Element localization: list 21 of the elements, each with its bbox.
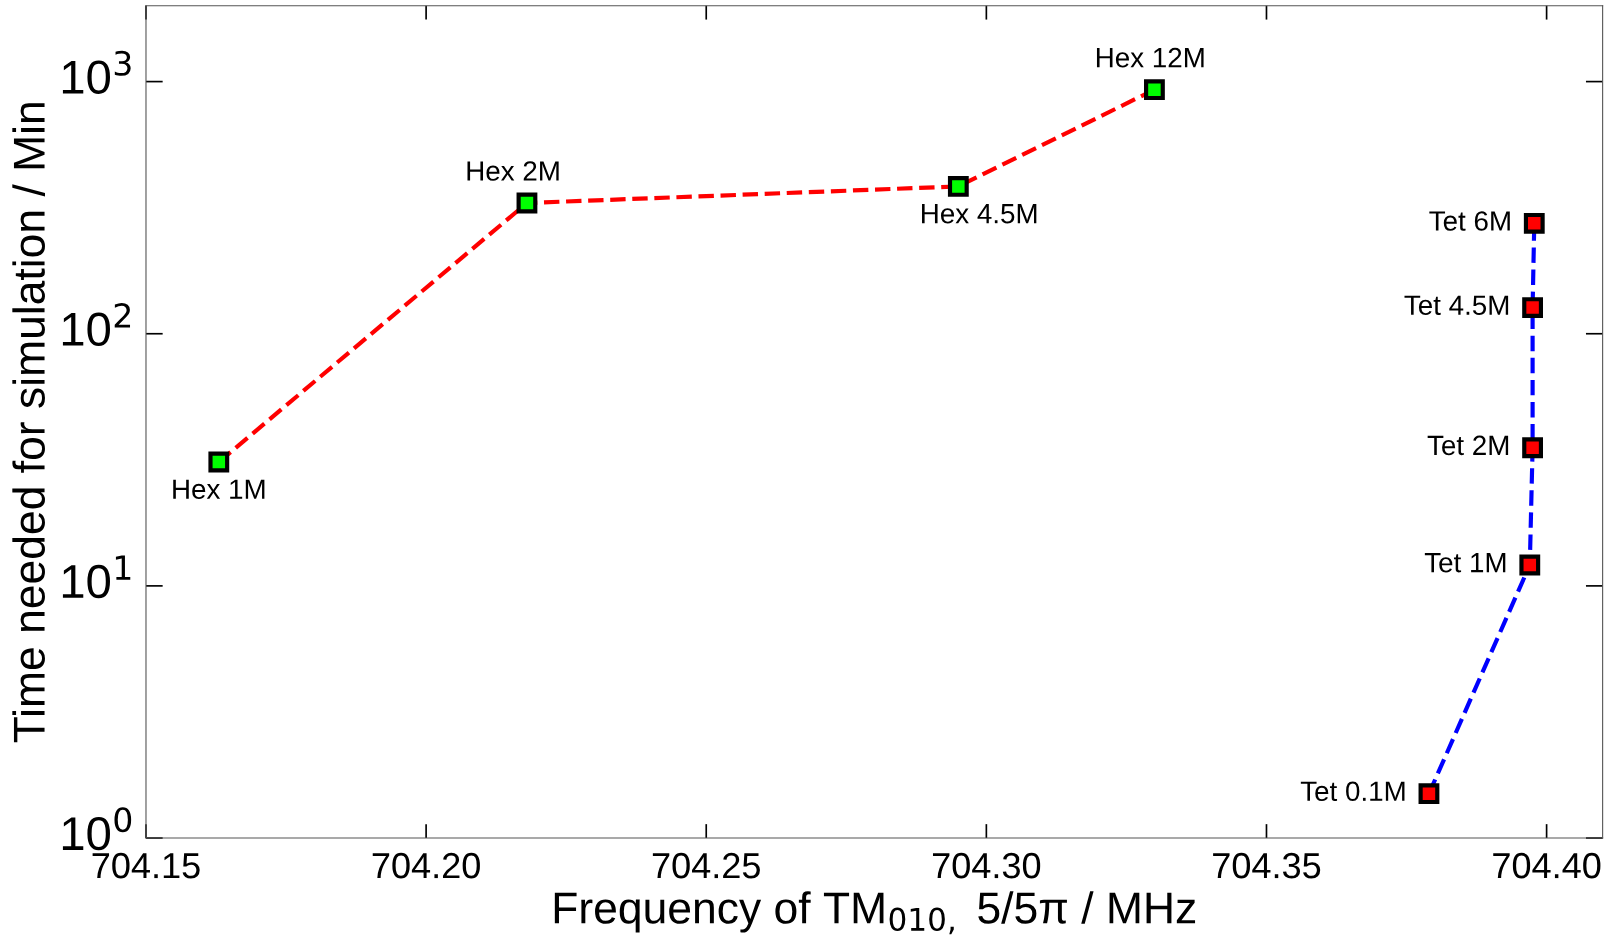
annotation: Hex 4.5M [922, 204, 1037, 224]
x-tick-label: 704.15 [92, 852, 200, 879]
x-axis-title: Frequency of TM$_{010,}$ 5/5π / MHz [554, 891, 1196, 935]
y-tick-label: 10$^{1}$ [62, 555, 131, 599]
y-tick-label: 10$^{3}$ [62, 50, 131, 94]
x-tick-label: 704.40 [1493, 852, 1601, 879]
y-tick-label: 10$^{2}$ [62, 302, 131, 347]
annotation: Tet 1M [1424, 553, 1506, 573]
annotation: Hex 12M [1096, 47, 1204, 68]
y-axis-title: Time needed for simulation / Min [12, 103, 45, 743]
annotation: Tet 0.1M [1300, 781, 1405, 802]
annotation: Tet 6M [1429, 211, 1510, 231]
annotation: Hex 2M [467, 161, 559, 181]
y-tick-label: 10$^{0}$ [62, 807, 132, 851]
annotation: Hex 1M [173, 479, 265, 500]
annotation: Tet 2M [1427, 435, 1509, 456]
x-tick-label: 704.35 [1213, 852, 1321, 879]
x-tick-label: 704.20 [372, 852, 480, 879]
x-tick-label: 704.30 [932, 852, 1041, 879]
annotation: Tet 4.5M [1404, 295, 1509, 316]
x-tick-label: 704.25 [652, 852, 760, 879]
